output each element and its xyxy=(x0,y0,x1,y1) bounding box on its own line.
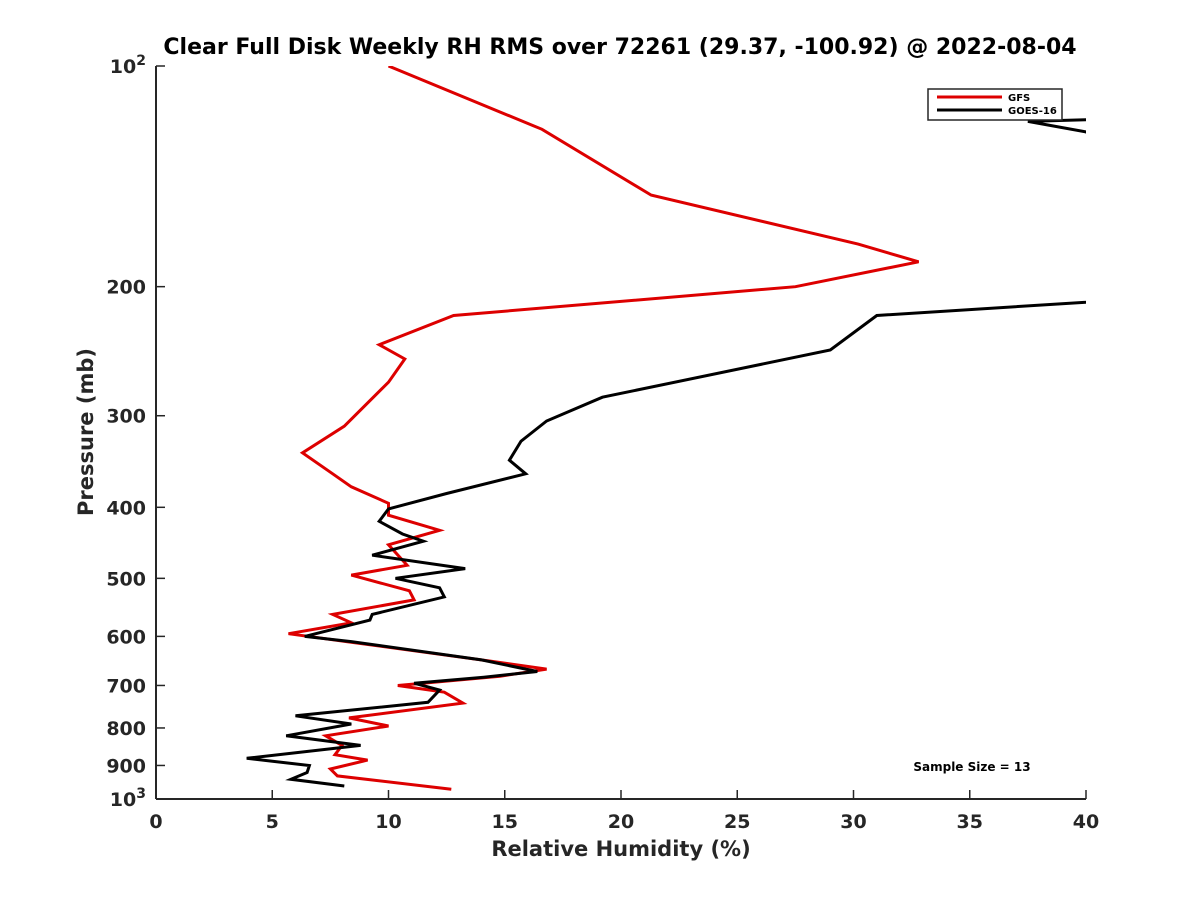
series-line-gfs xyxy=(288,66,920,791)
y-tick-label: 600 xyxy=(106,626,146,648)
legend-label-gfs: GFS xyxy=(1008,93,1030,104)
y-tick-exponent: 3 xyxy=(136,786,146,802)
x-tick-label: 5 xyxy=(266,811,279,833)
chart-title: Clear Full Disk Weekly RH RMS over 72261… xyxy=(163,35,1076,60)
legend-label-goes16: GOES-16 xyxy=(1008,106,1057,117)
y-tick-base: 10 xyxy=(110,56,136,78)
x-tick-label: 25 xyxy=(724,811,750,833)
x-tick-label: 10 xyxy=(375,811,401,833)
x-tick-label: 30 xyxy=(840,811,866,833)
sample-size-annotation: Sample Size = 13 xyxy=(913,760,1030,774)
y-tick-label: 200 xyxy=(106,277,146,299)
y-tick-label: 800 xyxy=(106,718,146,740)
x-tick-label: 40 xyxy=(1073,811,1099,833)
x-tick-label: 20 xyxy=(608,811,634,833)
x-tick-label: 35 xyxy=(957,811,983,833)
x-tick-group: 0 5 10 15 20 25 30 35 40 xyxy=(149,790,1099,833)
y-tick-label: 103 xyxy=(110,786,146,811)
y-tick-label: 300 xyxy=(106,406,146,428)
x-tick-label: 0 xyxy=(149,811,162,833)
y-axis-label: Pressure (mb) xyxy=(74,348,98,516)
y-tick-exponent: 2 xyxy=(136,53,146,69)
y-tick-label: 102 xyxy=(110,53,146,78)
x-tick-label: 15 xyxy=(492,811,518,833)
legend-box xyxy=(927,88,1063,121)
x-axis-label: Relative Humidity (%) xyxy=(491,837,750,861)
y-tick-label: 400 xyxy=(106,497,146,519)
series-line-goes16 xyxy=(246,118,1086,788)
legend: GFS GOES-16 xyxy=(927,88,1063,121)
y-tick-label: 700 xyxy=(106,675,146,697)
y-tick-base: 10 xyxy=(110,789,136,811)
y-tick-label: 500 xyxy=(106,568,146,590)
series-layer xyxy=(246,66,1086,791)
y-tick-label: 900 xyxy=(106,755,146,777)
